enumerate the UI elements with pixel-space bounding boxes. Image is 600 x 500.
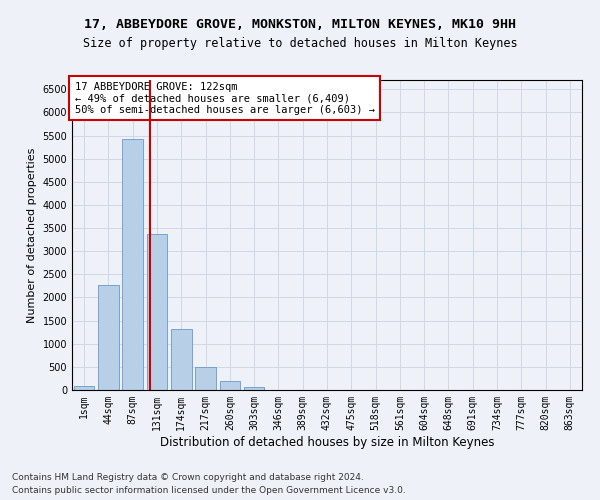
Bar (98, 284, 119, 390)
Bar (122, 139, 143, 390)
Bar (244, 386, 265, 390)
Y-axis label: Number of detached properties: Number of detached properties (27, 148, 37, 322)
Bar (195, 368, 216, 390)
Text: Size of property relative to detached houses in Milton Keynes: Size of property relative to detached ho… (83, 38, 517, 51)
Bar (146, 234, 167, 390)
Bar (171, 330, 191, 390)
Text: Contains HM Land Registry data © Crown copyright and database right 2024.: Contains HM Land Registry data © Crown c… (12, 474, 364, 482)
Bar (74, 386, 94, 390)
Text: Contains public sector information licensed under the Open Government Licence v3: Contains public sector information licen… (12, 486, 406, 495)
Text: 17 ABBEYDORE GROVE: 122sqm
← 49% of detached houses are smaller (6,409)
50% of s: 17 ABBEYDORE GROVE: 122sqm ← 49% of deta… (74, 82, 374, 115)
Bar (220, 382, 240, 390)
Text: 17, ABBEYDORE GROVE, MONKSTON, MILTON KEYNES, MK10 9HH: 17, ABBEYDORE GROVE, MONKSTON, MILTON KE… (84, 18, 516, 30)
X-axis label: Distribution of detached houses by size in Milton Keynes: Distribution of detached houses by size … (160, 436, 494, 448)
